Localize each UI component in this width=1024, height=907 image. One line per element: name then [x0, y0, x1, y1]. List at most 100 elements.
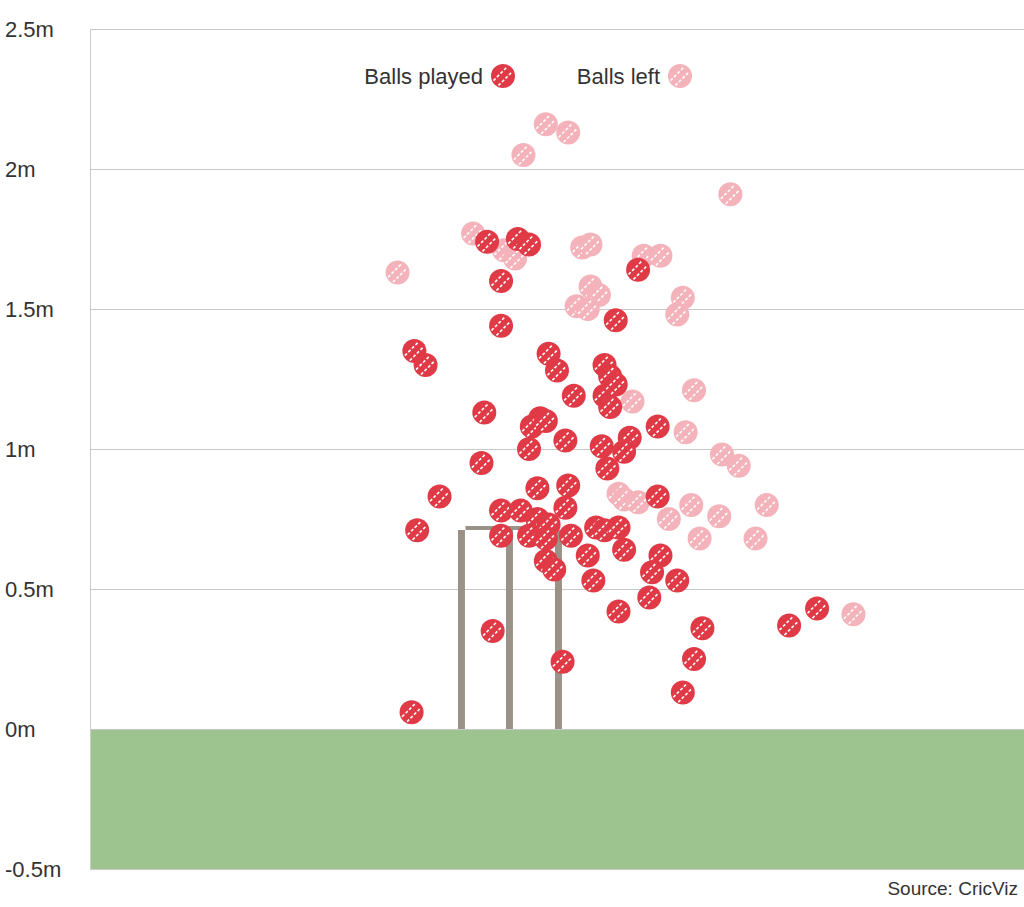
- ball-seam: [547, 361, 566, 380]
- seam-line: [603, 464, 617, 478]
- plot: -0.5m0m0.5m1m1.5m2m2.5m: [5, 17, 1024, 882]
- ball-seam: [478, 232, 497, 251]
- seam-line: [648, 417, 662, 431]
- ball-seam: [553, 652, 572, 671]
- seam-line: [678, 688, 692, 702]
- seam-line: [519, 150, 533, 164]
- y-tick: 1.5m: [5, 297, 1024, 322]
- ball-marker: [607, 599, 631, 623]
- ball: [595, 457, 619, 481]
- y-tick-label: -0.5m: [5, 857, 61, 882]
- ball-seam: [808, 599, 827, 618]
- ball: [534, 409, 558, 433]
- ball-seam: [592, 437, 611, 456]
- ball-seam: [606, 375, 625, 394]
- ball-marker: [400, 700, 424, 724]
- ball-marker: [534, 527, 558, 551]
- ball-marker: [707, 504, 731, 528]
- legend-marker: [668, 64, 692, 88]
- ball-marker: [559, 524, 583, 548]
- seam-line: [556, 431, 570, 445]
- y-axis: -0.5m0m0.5m1m1.5m2m2.5m: [5, 17, 1024, 882]
- seam-line: [589, 576, 603, 590]
- ball-seam: [402, 703, 421, 722]
- ball-seam: [673, 683, 692, 702]
- ball-marker: [414, 353, 438, 377]
- ground: [90, 729, 1024, 869]
- ball-seam: [721, 185, 740, 204]
- legend-marker: [491, 64, 515, 88]
- ball-marker: [545, 359, 569, 383]
- ball-seam: [684, 649, 703, 668]
- seam-line: [601, 397, 615, 411]
- ball-marker: [534, 112, 558, 136]
- ball-marker: [556, 473, 580, 497]
- ball-seam: [710, 507, 729, 526]
- ball: [607, 515, 631, 539]
- seam-line: [541, 534, 555, 548]
- seam-line: [584, 571, 598, 585]
- ball-seam: [492, 271, 511, 290]
- seam-line: [653, 422, 667, 436]
- ball: [755, 493, 779, 517]
- ball-seam: [483, 621, 502, 640]
- ball-seam: [559, 476, 578, 495]
- seam-line: [581, 235, 595, 249]
- ball-seam: [693, 619, 712, 638]
- ball-seam: [623, 392, 642, 411]
- stump: [458, 530, 465, 729]
- ball: [545, 359, 569, 383]
- seam-line: [435, 492, 449, 506]
- seam-line: [751, 534, 765, 548]
- ball-marker: [481, 619, 505, 643]
- ball: [598, 395, 622, 419]
- ball-seam: [615, 540, 634, 559]
- ball-seam: [668, 305, 687, 324]
- seam-line: [651, 246, 665, 260]
- ball: [612, 538, 636, 562]
- ball-seam: [609, 518, 628, 537]
- seam-line: [726, 190, 740, 204]
- y-tick: -0.5m: [5, 857, 1024, 882]
- seam-line: [628, 397, 642, 411]
- ball: [805, 597, 829, 621]
- seam-line: [566, 531, 580, 545]
- y-tick-label: 1m: [5, 437, 36, 462]
- seam-line: [536, 115, 550, 129]
- ball: [542, 557, 566, 581]
- ball-seam: [556, 498, 575, 517]
- ball-seam: [746, 529, 765, 548]
- chart: -0.5m0m0.5m1m1.5m2m2.5mBalls playedBalls…: [0, 0, 1024, 907]
- seam-line: [611, 380, 625, 394]
- ball-seam: [408, 521, 427, 540]
- y-tick-label: 0.5m: [5, 577, 54, 602]
- ball-seam: [629, 493, 648, 512]
- seam-line: [629, 493, 643, 507]
- y-tick-label: 2.5m: [5, 17, 54, 42]
- seam-line: [676, 423, 690, 437]
- seam-line: [482, 237, 496, 251]
- seam-line: [670, 66, 684, 80]
- seam-line: [757, 495, 771, 509]
- ball-marker: [576, 297, 600, 321]
- seam-line: [510, 254, 524, 268]
- seam-line: [564, 386, 578, 400]
- seam-line: [623, 392, 637, 406]
- ball: [386, 261, 410, 285]
- seam-line: [569, 391, 583, 405]
- ball: [481, 619, 505, 643]
- seam-line: [684, 381, 698, 395]
- seam-line: [620, 545, 634, 559]
- ball-marker: [517, 437, 541, 461]
- ball: [665, 569, 689, 593]
- ball-marker: [489, 524, 513, 548]
- ball-marker: [688, 527, 712, 551]
- ball-marker: [469, 451, 493, 475]
- seam-line: [668, 305, 682, 319]
- ball-seam: [729, 456, 748, 475]
- seam-line: [586, 240, 600, 254]
- ball: [648, 244, 672, 268]
- ball-seam: [606, 311, 625, 330]
- ball: [657, 507, 681, 531]
- seam-line: [496, 321, 510, 335]
